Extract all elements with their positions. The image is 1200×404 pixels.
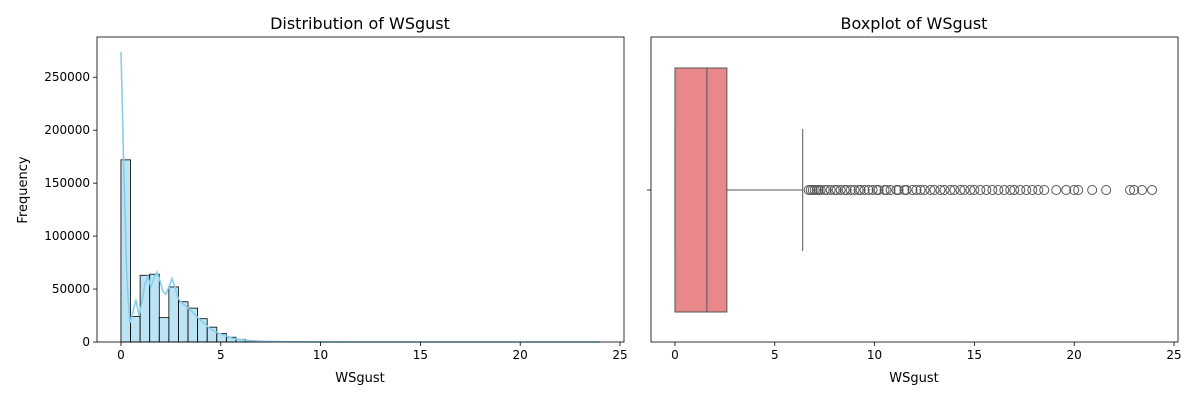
outlier-point	[936, 186, 945, 195]
x-tick-label: 15	[967, 348, 982, 362]
outlier-point	[1102, 186, 1111, 195]
outlier-point	[1148, 186, 1157, 195]
histogram-bar	[159, 318, 169, 342]
histogram-x-axis-label: WSgust	[335, 371, 384, 386]
outlier-point	[946, 186, 955, 195]
x-tick-label: 0	[117, 348, 125, 362]
x-tick-label: 10	[313, 348, 328, 362]
x-tick-label: 20	[1067, 348, 1082, 362]
outlier-point	[1052, 186, 1061, 195]
histogram-title: Distribution of WSgust	[270, 14, 450, 33]
histogram-axes: 0 5 10 15 20 25 0 50000 100000 150000 200000 250000	[44, 37, 627, 362]
boxplot-panel: Boxplot of WSgust 0 5 10 15 20 25 WSgust	[647, 14, 1182, 386]
kde-line	[121, 52, 600, 342]
x-tick-label: 25	[612, 348, 627, 362]
boxplot-body	[675, 68, 803, 312]
outlier-point	[956, 186, 965, 195]
boxplot-outliers	[804, 186, 1156, 195]
x-tick-label: 10	[867, 348, 882, 362]
y-tick-label: 250000	[44, 70, 90, 84]
y-tick-label: 200000	[44, 123, 90, 137]
outlier-point	[966, 186, 975, 195]
x-tick-label: 5	[771, 348, 779, 362]
histogram-bars	[121, 160, 293, 342]
boxplot-title: Boxplot of WSgust	[841, 14, 988, 33]
outlier-point	[1006, 186, 1015, 195]
y-tick-label: 0	[82, 335, 90, 349]
x-tick-label: 5	[217, 348, 225, 362]
y-tick-label: 100000	[44, 229, 90, 243]
outlier-point	[1126, 186, 1135, 195]
histogram-panel: Distribution of WSgust 0 5 10 15 20 25 0 50000 1…	[16, 14, 628, 386]
histogram-bar	[131, 317, 141, 342]
histogram-y-axis-label: Frequency	[16, 156, 31, 223]
x-tick-label: 0	[671, 348, 679, 362]
outlier-point	[1040, 186, 1049, 195]
outlier-point	[1088, 186, 1097, 195]
histogram-kde	[121, 52, 600, 342]
x-tick-label: 20	[513, 348, 528, 362]
x-tick-label: 25	[1166, 348, 1181, 362]
iqr-box	[675, 68, 727, 312]
x-tick-label: 15	[413, 348, 428, 362]
outlier-point	[1074, 186, 1083, 195]
y-tick-label: 50000	[52, 282, 90, 296]
y-tick-label: 150000	[44, 176, 90, 190]
boxplot-x-axis-label: WSgust	[889, 371, 938, 386]
outlier-point	[926, 186, 935, 195]
